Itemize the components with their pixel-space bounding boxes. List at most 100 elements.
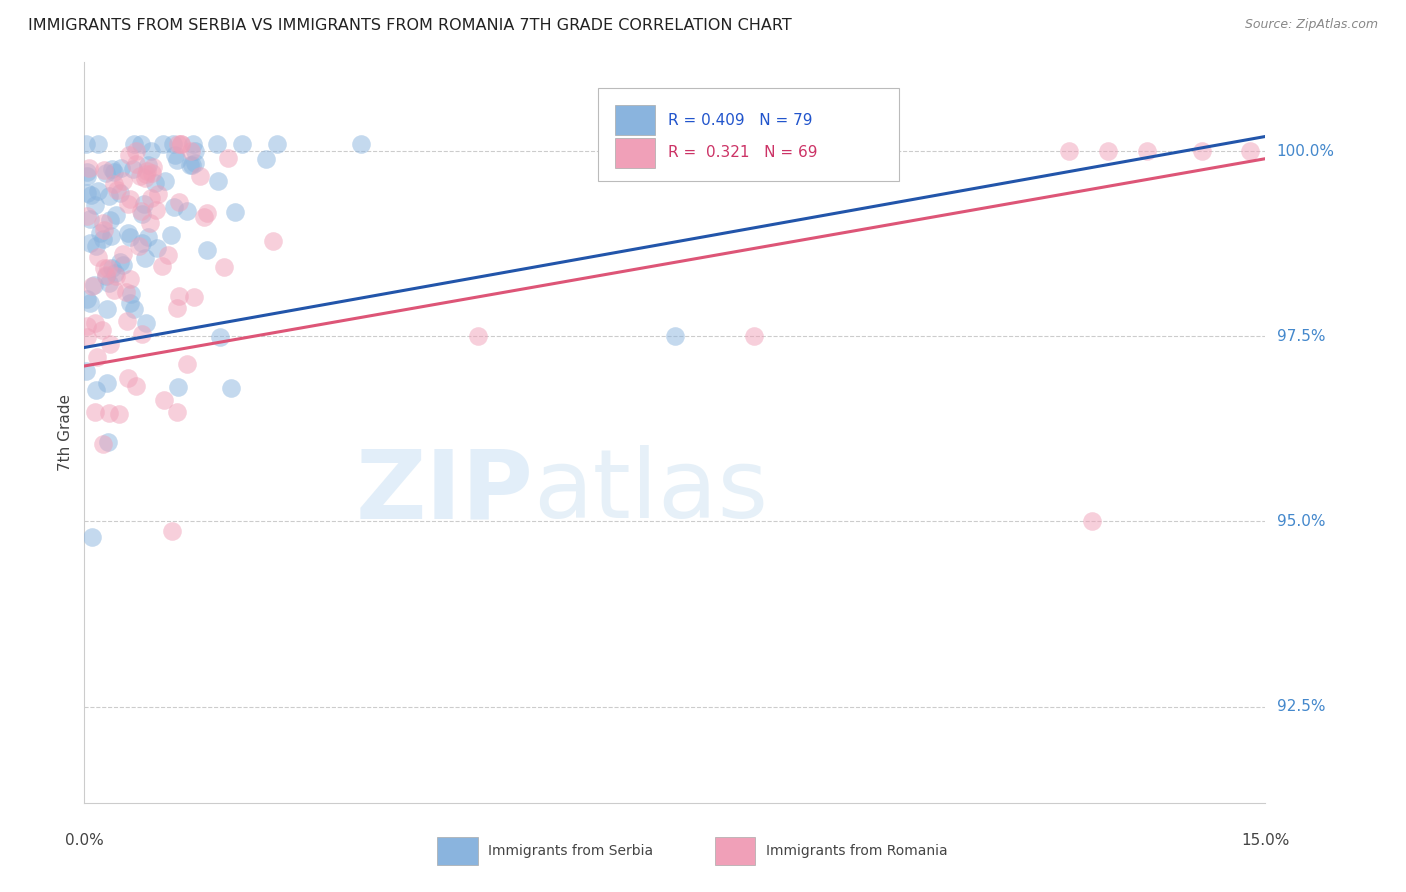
Point: [143, 176, 166, 190]
FancyBboxPatch shape: [598, 88, 900, 181]
Point: [94, 166, 117, 180]
Point: [97, 189, 120, 203]
Point: [176, 357, 198, 371]
Point: [176, 203, 198, 218]
Point: [1136, 145, 1159, 159]
Point: [129, 136, 152, 151]
Point: [142, 160, 165, 174]
Point: [79, 235, 101, 250]
Point: [1057, 145, 1080, 159]
Point: [132, 197, 155, 211]
Point: [94, 268, 117, 283]
Point: [107, 183, 129, 197]
Point: [131, 327, 153, 342]
Point: [93, 223, 115, 237]
Point: [104, 267, 127, 281]
Point: [742, 329, 765, 343]
Point: [134, 170, 156, 185]
Point: [84, 239, 107, 253]
Point: [160, 228, 183, 243]
Point: [217, 151, 239, 165]
Point: [141, 166, 163, 180]
Point: [153, 392, 176, 407]
Point: [180, 144, 202, 158]
Point: [120, 286, 142, 301]
Point: [118, 296, 141, 310]
Point: [84, 317, 107, 331]
Point: [93, 163, 115, 178]
FancyBboxPatch shape: [614, 138, 655, 168]
Point: [166, 153, 188, 167]
Point: [136, 230, 159, 244]
Point: [153, 174, 176, 188]
Text: 95.0%: 95.0%: [1277, 514, 1324, 529]
Point: [207, 173, 229, 187]
Point: [117, 197, 139, 211]
Point: [98, 337, 121, 351]
Point: [98, 213, 121, 227]
Point: [166, 301, 188, 315]
Point: [76, 292, 98, 306]
Point: [87, 136, 110, 151]
Point: [75, 136, 97, 151]
Point: [125, 157, 148, 171]
Point: [664, 329, 686, 343]
Point: [108, 186, 131, 200]
Point: [77, 161, 100, 175]
Y-axis label: 7th Grade: 7th Grade: [58, 394, 73, 471]
Point: [115, 314, 138, 328]
Point: [136, 158, 159, 172]
Point: [76, 318, 98, 333]
Point: [84, 384, 107, 398]
Point: [219, 381, 242, 395]
Point: [80, 530, 103, 544]
Text: 15.0%: 15.0%: [1241, 833, 1289, 848]
Point: [167, 380, 190, 394]
Point: [208, 329, 231, 343]
Point: [195, 206, 218, 220]
Point: [112, 174, 135, 188]
Point: [121, 162, 143, 177]
Point: [131, 235, 153, 250]
Text: 0.0%: 0.0%: [65, 833, 104, 848]
Point: [86, 350, 108, 364]
Text: ZIP: ZIP: [356, 445, 533, 539]
Point: [87, 184, 110, 198]
Point: [93, 260, 115, 275]
Point: [136, 164, 159, 178]
Point: [97, 434, 120, 449]
Point: [96, 376, 118, 391]
Point: [76, 164, 98, 178]
Point: [87, 250, 110, 264]
Point: [83, 277, 105, 292]
Point: [105, 268, 128, 283]
Point: [193, 211, 215, 225]
Point: [84, 404, 107, 418]
Point: [231, 136, 253, 151]
Point: [1239, 145, 1261, 159]
Point: [91, 232, 114, 246]
Text: IMMIGRANTS FROM SERBIA VS IMMIGRANTS FROM ROMANIA 7TH GRADE CORRELATION CHART: IMMIGRANTS FROM SERBIA VS IMMIGRANTS FRO…: [28, 18, 792, 33]
Point: [96, 268, 118, 283]
Text: Source: ZipAtlas.com: Source: ZipAtlas.com: [1244, 18, 1378, 31]
Point: [110, 161, 132, 175]
Point: [467, 329, 489, 343]
Point: [114, 285, 136, 299]
Point: [91, 437, 114, 451]
Point: [82, 278, 104, 293]
Point: [1097, 145, 1119, 159]
Point: [169, 195, 191, 210]
Point: [90, 323, 112, 337]
Point: [97, 261, 120, 276]
Point: [108, 254, 131, 268]
Point: [184, 144, 207, 158]
Point: [160, 524, 183, 539]
Text: Immigrants from Serbia: Immigrants from Serbia: [488, 844, 654, 858]
Point: [103, 165, 125, 179]
Point: [97, 406, 120, 420]
FancyBboxPatch shape: [614, 105, 655, 135]
Point: [1191, 145, 1213, 159]
Point: [131, 207, 153, 221]
Point: [118, 148, 141, 162]
Point: [112, 246, 135, 260]
